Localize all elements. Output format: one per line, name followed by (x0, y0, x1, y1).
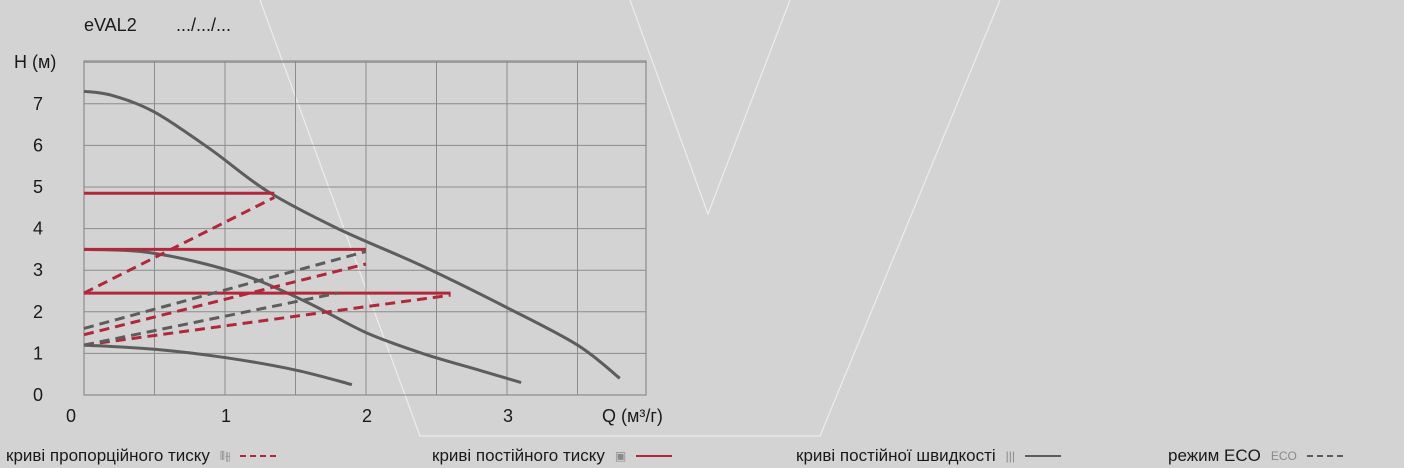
constant-speed-icon: ||| (1005, 449, 1016, 463)
y-tick-label: 5 (33, 177, 43, 197)
chart-canvas: eVAL2 .../.../... H (м) Q (м³/г) 0 1 2 3 0 1 2… (14, 0, 1001, 437)
y-tick-label: 2 (33, 302, 43, 322)
legend-label-constant-speed: криві постійної швидкості (796, 446, 996, 465)
legend-swatch-red-solid (636, 455, 673, 457)
proportional-pressure-icon: ⫴⫵ (219, 448, 231, 463)
series-line-red-dash (83, 293, 451, 347)
legend-item-constant-speed: криві постійної швидкості ||| (796, 446, 1062, 466)
grid (83, 60, 647, 396)
y-tick-label: 1 (33, 343, 43, 363)
legend-item-proportional: криві пропорційного тиску ⫴⫵ (6, 446, 277, 466)
series-lines (83, 89, 621, 387)
legend: криві пропорційного тиску ⫴⫵ криві пості… (0, 444, 1404, 468)
legend-item-eco: режим ECO ECO (1168, 446, 1343, 466)
plot-frame (83, 60, 647, 396)
x-tick-label: 0 (66, 406, 76, 426)
legend-swatch-gray-solid (1025, 455, 1062, 457)
x-axis-label: Q (м³/г) (602, 406, 663, 426)
y-tick-label: 3 (33, 260, 43, 280)
constant-pressure-icon: ▣ (614, 449, 627, 463)
y-tick-label: 4 (33, 219, 43, 239)
legend-label-constant-pressure: криві постійного тиску (432, 446, 605, 465)
legend-label-proportional: криві пропорційного тиску (6, 446, 210, 465)
y-axis-label: H (м) (14, 52, 56, 72)
series-line-gray-dash (83, 250, 367, 330)
series-line-gray-solid (83, 247, 522, 384)
legend-swatch-gray-dashed (1306, 455, 1343, 457)
series-line-gray-solid (83, 343, 353, 387)
chart-title-model: eVAL2 (84, 15, 137, 35)
chart-title-pattern: .../.../... (176, 15, 231, 35)
legend-item-constant-pressure: криві постійного тиску ▣ (432, 446, 673, 466)
legend-swatch-red-dashed (240, 455, 277, 457)
v-watermark-inner (629, 0, 791, 216)
series-line-red-dash (83, 262, 367, 337)
eco-icon: ECO (1270, 449, 1297, 463)
legend-label-eco: режим ECO (1168, 446, 1261, 465)
x-tick-label: 2 (362, 406, 372, 426)
x-tick-label: 3 (503, 406, 513, 426)
v-watermark-outer (259, 0, 1001, 437)
x-tick-label: 1 (221, 406, 231, 426)
series-line-gray-dash (83, 291, 339, 347)
series-line-red-dash (83, 196, 276, 295)
y-tick-label: 6 (33, 135, 43, 155)
y-tick-label: 7 (33, 94, 43, 114)
tick-labels: 0 1 2 3 0 1 2 3 4 5 6 7 (33, 94, 513, 426)
series-line-gray-solid (83, 89, 621, 380)
y-tick-label: 0 (33, 385, 43, 405)
